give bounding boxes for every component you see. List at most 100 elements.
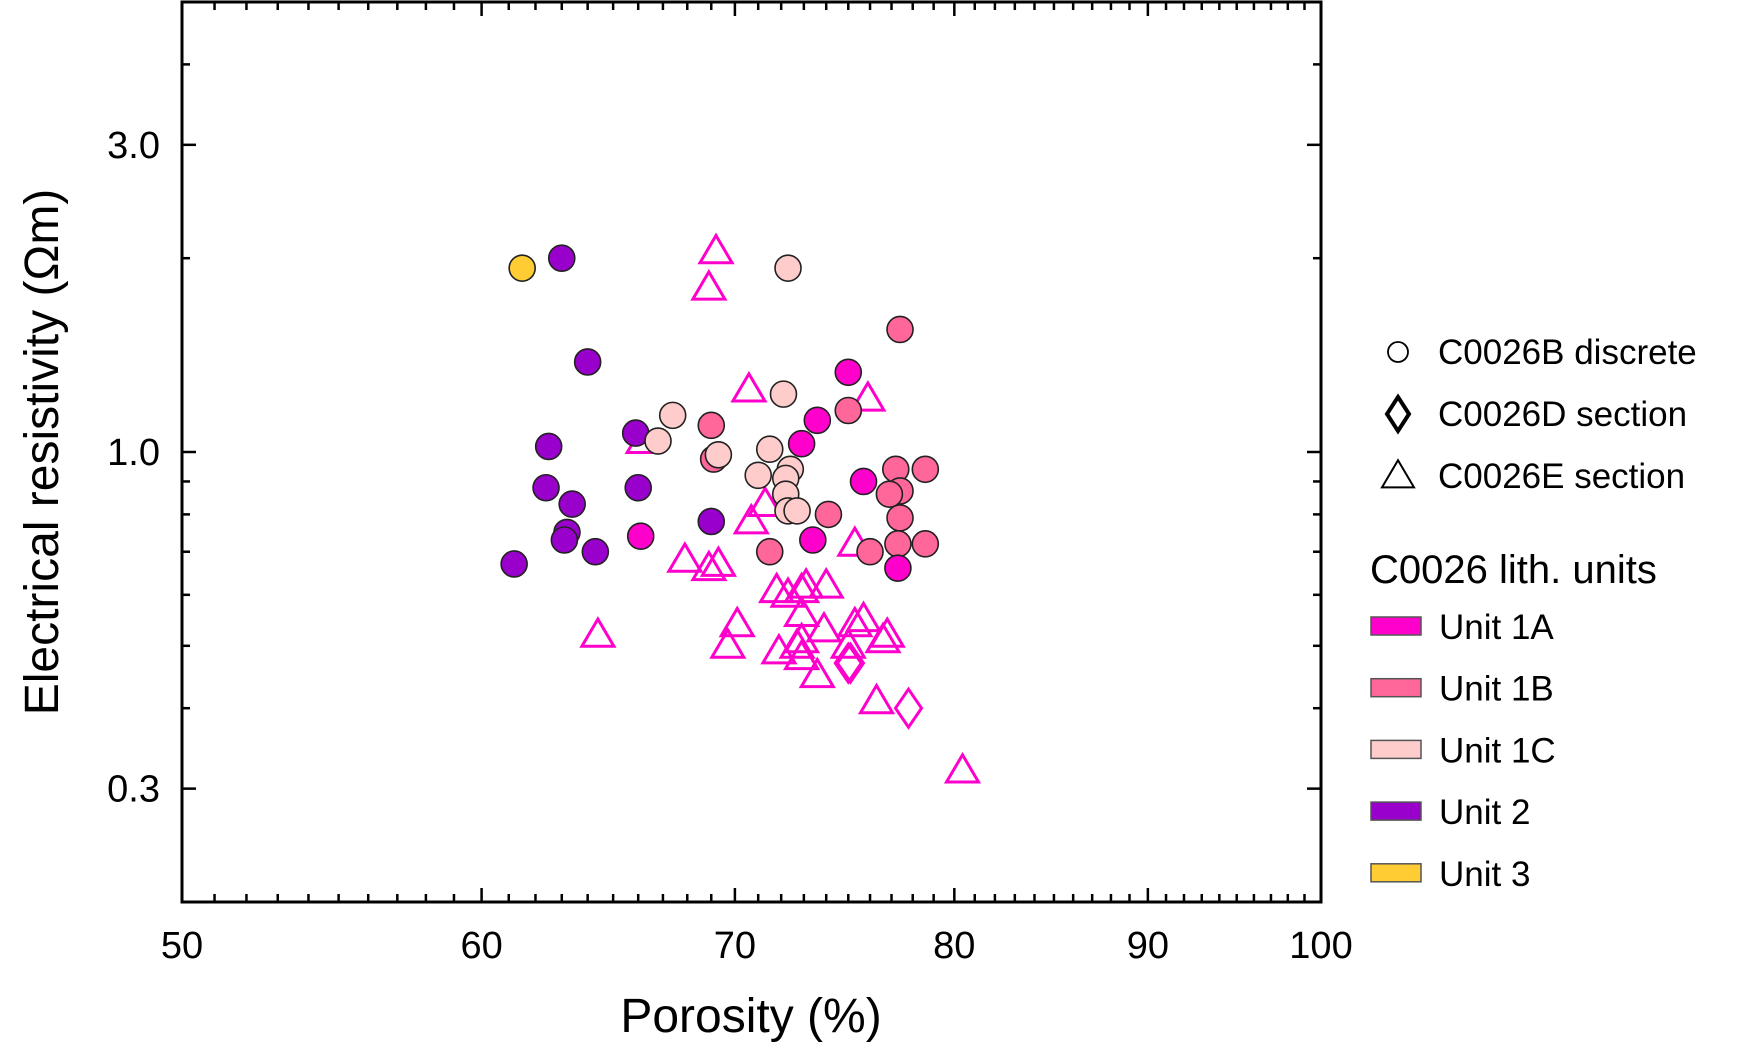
data-point-circle <box>697 507 726 536</box>
legend-circle-icon <box>1387 341 1409 363</box>
data-point-triangle <box>782 571 821 604</box>
data-point-circle <box>886 315 914 344</box>
data-point-circle <box>755 537 784 566</box>
data-point-triangle <box>732 502 770 535</box>
data-point-triangle <box>798 656 836 689</box>
series-diamond-unit-1a <box>833 641 924 730</box>
legend-marker-label: C0026B discrete <box>1438 333 1697 372</box>
data-point-triangle <box>778 627 816 659</box>
data-point-circle <box>875 480 904 508</box>
data-point-triangle <box>690 268 728 301</box>
x-tick-label: 70 <box>714 925 756 967</box>
data-point-diamond <box>833 641 864 685</box>
y-tick-label: 3.0 <box>107 125 160 167</box>
data-marks <box>500 232 982 784</box>
legend-unit-label: Unit 3 <box>1439 855 1530 894</box>
x-axis-title: Porosity (%) <box>620 990 881 1043</box>
data-point-triangle <box>844 600 883 633</box>
data-point-triangle <box>829 627 867 659</box>
data-point-circle <box>573 348 602 376</box>
data-point-circle <box>532 473 560 502</box>
series-circle-unit-1b <box>697 315 940 566</box>
data-point-triangle <box>864 621 902 654</box>
legend-triangle-icon <box>1380 458 1416 489</box>
x-tick-label: 100 <box>1289 925 1352 967</box>
tick-labels: 50 60 70 80 90 100 0.3 1.0 3.0 <box>107 125 1353 967</box>
data-point-circle <box>626 522 655 550</box>
y-tick-label: 1.0 <box>107 432 160 474</box>
data-point-circle <box>834 396 863 425</box>
data-point-triangle <box>757 571 796 604</box>
data-point-circle <box>884 554 912 582</box>
legend-marker-label: C0026D section <box>1438 395 1687 434</box>
data-point-circle <box>803 406 832 435</box>
data-point-circle <box>769 380 798 408</box>
data-point-triangle <box>709 627 747 659</box>
data-point-triangle <box>805 610 843 643</box>
data-point-circle <box>834 358 863 387</box>
data-point-circle <box>658 401 687 430</box>
data-point-triangle <box>787 566 825 599</box>
data-point-circle <box>547 244 576 272</box>
data-point-triangle <box>943 751 982 784</box>
data-point-triangle <box>579 616 617 648</box>
data-point-triangle <box>730 370 768 403</box>
data-point-diamond <box>893 686 924 730</box>
data-point-circle <box>644 427 672 455</box>
data-point-triangle <box>857 682 896 715</box>
data-point-circle <box>697 411 726 440</box>
data-point-circle <box>508 254 536 282</box>
data-point-circle <box>704 441 733 469</box>
data-point-circle <box>550 526 579 554</box>
legend-swatch-unit-1b <box>1370 677 1422 698</box>
data-point-triangle <box>666 541 704 573</box>
data-point-circle <box>856 537 884 566</box>
legend-diamond-icon <box>1384 393 1412 435</box>
data-point-triangle <box>782 638 821 671</box>
data-point-circle <box>581 537 610 566</box>
series-circle-unit-2 <box>500 244 726 578</box>
data-point-circle <box>911 530 940 558</box>
data-point-circle <box>744 461 773 490</box>
data-point-circle <box>911 455 940 484</box>
data-point-circle <box>755 435 784 464</box>
x-tick-label: 80 <box>933 925 975 967</box>
legend-units-title: C0026 lith. units <box>1370 548 1657 592</box>
legend-swatch-unit-3 <box>1370 863 1422 883</box>
data-point-circle <box>534 432 563 461</box>
data-point-triangle <box>718 605 756 638</box>
data-point-circle <box>624 473 653 502</box>
legend-swatch-unit-1c <box>1370 739 1422 760</box>
legend-unit-label: Unit 1C <box>1439 731 1556 770</box>
legend-unit-entries: Unit 1A Unit 1B Unit 1C Unit 2 Unit 3 <box>1370 608 1556 894</box>
x-tick-label: 90 <box>1127 925 1169 967</box>
y-tick-label: 0.3 <box>107 769 160 811</box>
x-tick-label: 50 <box>161 925 203 967</box>
data-point-triangle <box>849 379 887 412</box>
data-point-triangle <box>807 566 845 599</box>
plot-frame <box>180 0 1323 904</box>
data-point-diamond <box>835 641 866 685</box>
legend-swatch-unit-1a <box>1370 616 1422 636</box>
legend-unit-label: Unit 1A <box>1439 608 1554 647</box>
data-point-triangle <box>746 485 784 518</box>
y-axis-title: Electrical resistivity (Ωm) <box>16 189 69 716</box>
legend-marker-label: C0026E section <box>1438 457 1685 496</box>
legend-marker-entries: C0026B discrete C0026D section C0026E sect… <box>1380 333 1697 496</box>
data-point-circle <box>814 500 843 529</box>
data-point-triangle <box>690 549 728 582</box>
series-triangle-unit-1a <box>579 232 982 784</box>
data-point-triangle <box>836 605 874 638</box>
x-tick-label: 60 <box>460 925 502 967</box>
data-point-circle <box>500 550 528 578</box>
data-point-circle <box>558 490 586 518</box>
data-point-circle <box>774 254 802 282</box>
data-point-circle <box>884 530 912 558</box>
data-point-circle <box>787 429 816 458</box>
series-circle-unit-1c <box>644 254 811 525</box>
data-point-circle <box>886 504 914 532</box>
data-point-triangle <box>769 576 807 608</box>
data-point-circle <box>799 526 827 554</box>
legend: C0026B discrete C0026D section C0026E sect… <box>1370 333 1697 894</box>
